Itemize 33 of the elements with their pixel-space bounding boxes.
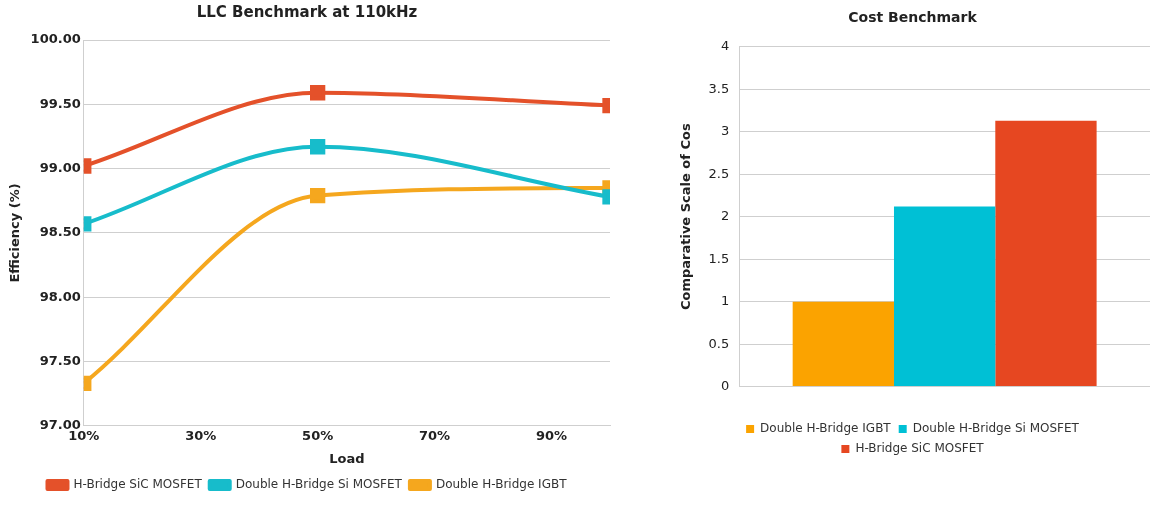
y-axis-title: Efficiency (%): [7, 183, 23, 283]
legend-label: Double H-Bridge Si MOSFET: [235, 477, 403, 492]
y-tick-label: 98.00: [39, 288, 81, 304]
legend-label: Double H-Bridge Si MOSFET: [912, 421, 1080, 436]
bar: [792, 301, 894, 387]
x-axis-title: Load: [329, 450, 365, 466]
chart-title: LLC Benchmark at 110kHz: [196, 2, 418, 21]
y-tick-label: 4: [720, 38, 730, 54]
legend-label: Double H-Bridge IGBT: [760, 421, 892, 436]
y-tick-label: 0.5: [708, 335, 730, 351]
y-tick-label: 98.50: [39, 224, 81, 240]
y-tick-label: 2: [720, 208, 730, 224]
y-tick-label: 1.5: [708, 250, 730, 266]
legend-label: Double H-Bridge IGBT: [435, 477, 568, 492]
y-tick-label: 99.50: [39, 95, 81, 111]
legend-label: H-Bridge SiC MOSFET: [855, 441, 985, 456]
chart-title: Cost Benchmark: [848, 9, 978, 26]
y-tick-label: 99.00: [39, 159, 81, 175]
x-tick-label: 50%: [302, 427, 334, 443]
y-tick-label: 2.5: [708, 165, 730, 181]
x-tick-label: 30%: [185, 427, 217, 443]
x-tick-label: 70%: [419, 427, 451, 443]
y-axis-title: Comparative Scale of Cos: [678, 123, 694, 311]
y-tick-label: 97.50: [39, 352, 81, 368]
legend-label: H-Bridge SiC MOSFET: [73, 477, 203, 492]
y-tick-label: 3.5: [708, 80, 730, 96]
y-tick-label: 0: [720, 377, 730, 393]
x-tick-label: 90%: [535, 427, 568, 443]
y-tick-label: 1: [720, 293, 730, 309]
y-tick-label: 3: [720, 123, 730, 139]
bar: [995, 120, 1097, 387]
y-tick-label: 100.00: [30, 31, 81, 47]
bar: [893, 206, 996, 387]
